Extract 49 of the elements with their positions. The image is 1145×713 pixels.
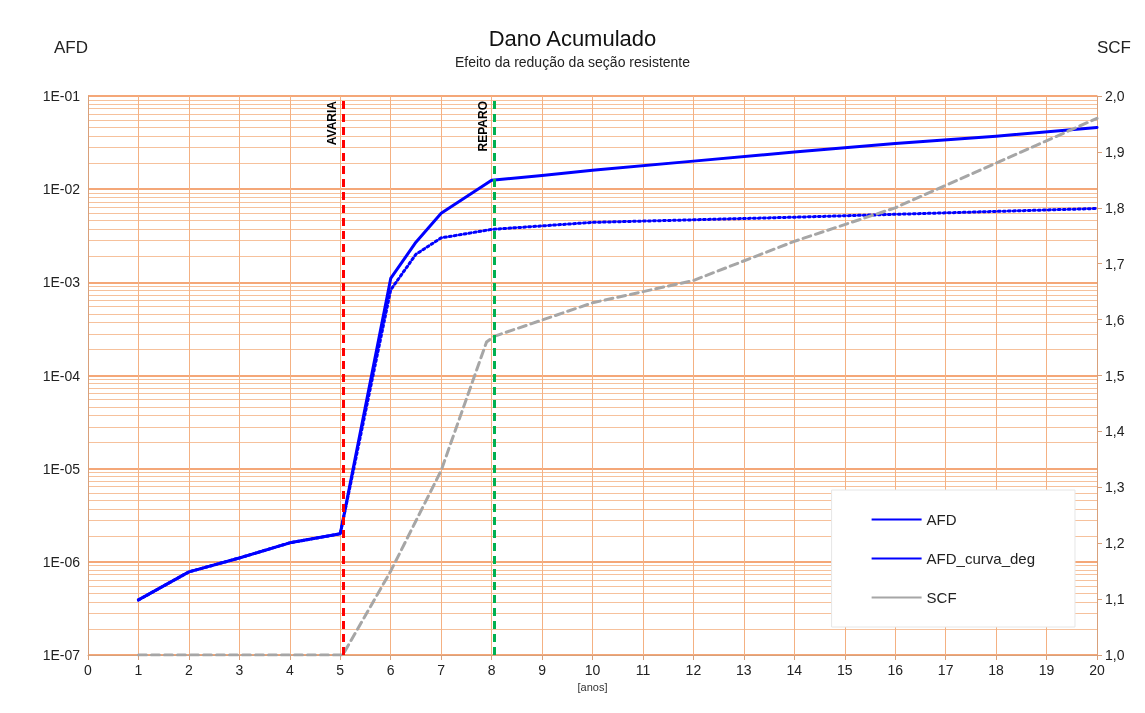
ref-line-label: REPARO bbox=[476, 101, 491, 152]
y2-tick-label: 1,2 bbox=[1105, 535, 1125, 552]
x-tick-label: 19 bbox=[1038, 662, 1055, 678]
x-tick-label: 16 bbox=[887, 662, 904, 678]
x-tick-label: 18 bbox=[988, 662, 1005, 678]
y2-tick-label: 2,0 bbox=[1105, 88, 1125, 104]
y2-tick-label: 1,8 bbox=[1105, 199, 1125, 216]
legend-label: AFD_curva_deg bbox=[926, 550, 1036, 567]
y2-tick-label: 1,5 bbox=[1105, 367, 1125, 384]
y-tick-label: 1E-01 bbox=[42, 88, 81, 104]
legend-label: SCF bbox=[926, 589, 957, 606]
x-tick-label: 15 bbox=[836, 662, 853, 678]
x-tick-label: 8 bbox=[487, 662, 496, 678]
y2-tick-label: 1,1 bbox=[1105, 591, 1125, 608]
y2-axis-title: SCF bbox=[1097, 38, 1131, 57]
legend-label: AFD bbox=[926, 511, 957, 528]
x-tick-label: 9 bbox=[538, 662, 547, 678]
y-tick-label: 1E-05 bbox=[42, 460, 81, 477]
x-tick-label: 1 bbox=[134, 662, 143, 678]
x-tick-label: 17 bbox=[937, 662, 954, 678]
x-tick-label: 6 bbox=[386, 662, 395, 678]
y-tick-label: 1E-07 bbox=[42, 647, 81, 663]
x-tick-label: 14 bbox=[786, 662, 803, 678]
x-tick-label: 4 bbox=[285, 662, 294, 678]
x-tick-label: 2 bbox=[185, 662, 193, 678]
x-tick-label: 7 bbox=[437, 662, 446, 678]
y2-tick-label: 1,0 bbox=[1105, 647, 1125, 663]
x-tick-label: 5 bbox=[336, 662, 345, 678]
y-axis-title: AFD bbox=[54, 38, 88, 57]
y2-tick-label: 1,3 bbox=[1105, 479, 1125, 496]
y-tick-label: 1E-04 bbox=[42, 367, 81, 384]
y2-tick-label: 1,6 bbox=[1105, 311, 1125, 328]
ref-line-label: AVARIA bbox=[324, 100, 339, 146]
x-tick-label: 0 bbox=[84, 662, 93, 678]
chart-title: Dano Acumulado bbox=[488, 25, 657, 51]
y2-tick-label: 1,9 bbox=[1105, 143, 1125, 160]
y-tick-label: 1E-03 bbox=[42, 274, 81, 291]
y2-tick-label: 1,7 bbox=[1105, 255, 1125, 272]
x-tick-label: 10 bbox=[584, 662, 601, 678]
x-tick-label: 13 bbox=[736, 662, 752, 678]
x-tick-label: 20 bbox=[1089, 662, 1105, 678]
y-tick-label: 1E-02 bbox=[42, 181, 81, 198]
x-tick-label: 12 bbox=[685, 662, 702, 678]
x-tick-label: 11 bbox=[635, 662, 651, 678]
x-tick-label: 3 bbox=[235, 662, 244, 678]
chart-subtitle: Efeito da redução da seção resistente bbox=[454, 54, 691, 70]
y-tick-label: 1E-06 bbox=[42, 553, 81, 570]
x-axis-title: [anos] bbox=[577, 681, 608, 694]
y2-tick-label: 1,4 bbox=[1105, 423, 1125, 440]
